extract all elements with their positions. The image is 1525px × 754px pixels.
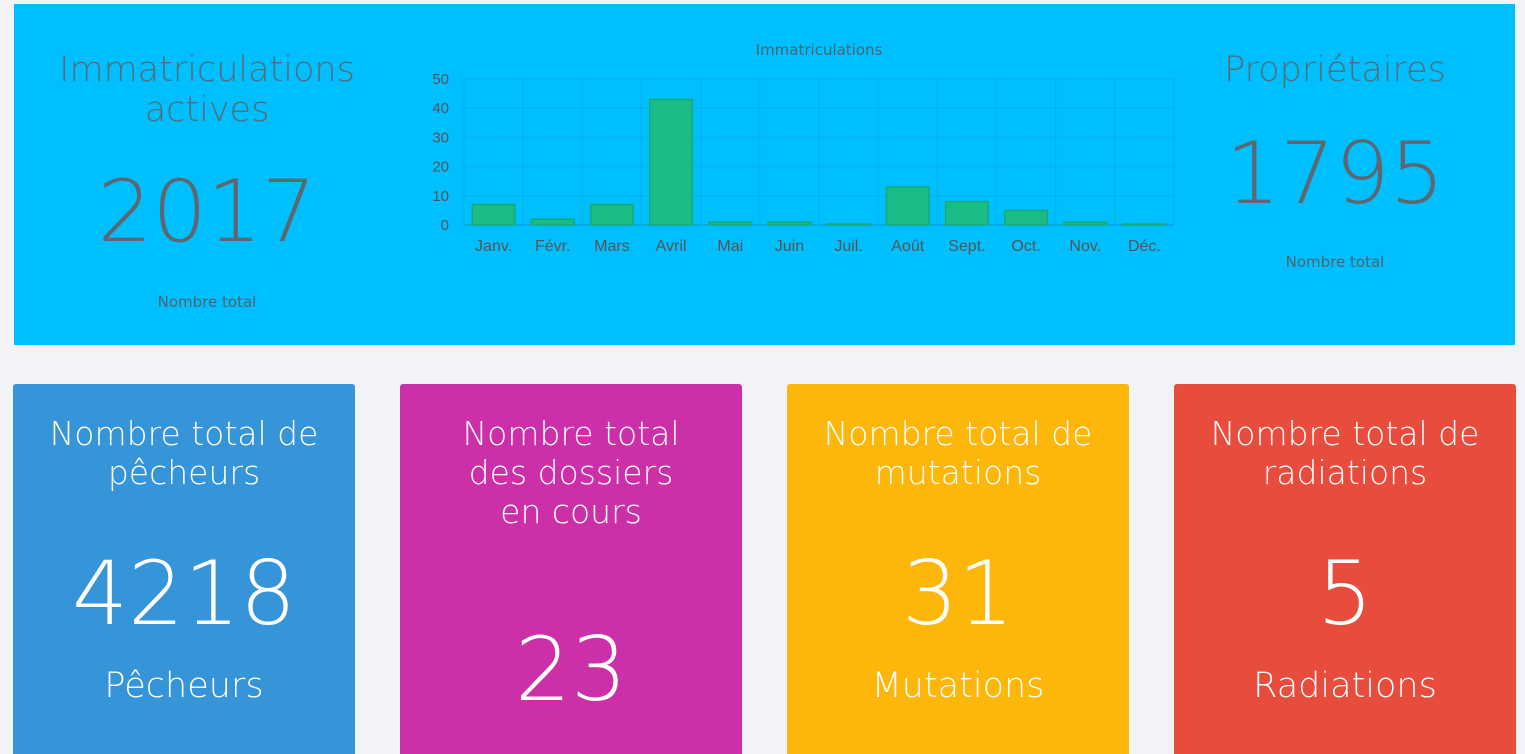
x-tick-label: Juil. <box>834 238 862 255</box>
bar <box>944 200 989 226</box>
radiations-card-title: Nombre total de radiations <box>1210 414 1480 492</box>
active-registrations-value: 2017 <box>97 162 317 262</box>
radiations-card[interactable]: Nombre total de radiations 5 Radiations <box>1174 384 1516 754</box>
fishers-card[interactable]: Nombre total de pêcheurs 4218 Pêcheurs <box>13 384 355 754</box>
bar <box>649 98 694 226</box>
owners-title: Propriétaires <box>1224 50 1446 90</box>
x-tick-label: Janv. <box>475 238 512 255</box>
bar <box>826 223 871 226</box>
x-tick-label: Août <box>891 238 924 255</box>
x-tick-label: Avril <box>656 238 687 255</box>
bar <box>589 203 634 226</box>
fishers-card-unit: Pêcheurs <box>104 666 264 706</box>
mutations-card[interactable]: Nombre total de mutations 31 Mutations <box>787 384 1129 754</box>
x-tick-label: Déc. <box>1128 238 1161 255</box>
x-tick-label: Nov. <box>1069 238 1101 255</box>
mutations-card-title: Nombre total de mutations <box>823 414 1093 492</box>
x-tick-label: Mai <box>717 238 743 255</box>
fishers-card-title: Nombre total de pêcheurs <box>49 414 319 492</box>
files-card-title: Nombre total des dossiers en cours <box>462 414 680 531</box>
y-tick-label: 10 <box>432 188 449 205</box>
bar <box>530 218 575 226</box>
bar <box>708 221 753 226</box>
y-tick-label: 20 <box>432 159 449 176</box>
chart-title: Immatriculations <box>756 41 883 59</box>
x-tick-label: Mars <box>594 238 630 255</box>
owners-value: 1795 <box>1225 124 1445 224</box>
mutations-card-value: 31 <box>902 542 1014 645</box>
y-tick-label: 50 <box>432 71 449 88</box>
top-panel: Immatriculations actives 2017 Nombre tot… <box>14 4 1515 345</box>
x-tick-label: Sept. <box>948 238 985 255</box>
bar <box>471 203 516 226</box>
radiations-card-value: 5 <box>1317 542 1373 645</box>
y-tick-label: 30 <box>432 129 449 146</box>
fishers-card-value: 4218 <box>72 542 296 645</box>
bar <box>767 221 812 226</box>
y-tick-label: 40 <box>432 100 449 117</box>
mutations-card-unit: Mutations <box>871 666 1045 706</box>
bar <box>1063 221 1108 226</box>
owners-stat: Propriétaires 1795 Nombre total <box>1192 50 1478 271</box>
active-registrations-title: Immatriculations actives <box>59 50 355 130</box>
bar <box>1004 209 1049 226</box>
x-tick-label: Juin <box>775 238 804 255</box>
bar <box>885 186 930 226</box>
owners-caption: Nombre total <box>1285 253 1385 271</box>
x-tick-label: Févr. <box>535 238 571 255</box>
y-tick-label: 0 <box>441 217 449 234</box>
active-registrations-stat: Immatriculations actives 2017 Nombre tot… <box>54 50 360 311</box>
radiations-card-unit: Radiations <box>1253 666 1437 706</box>
bar <box>1122 223 1167 226</box>
files-in-progress-card[interactable]: Nombre total des dossiers en cours 23 <box>400 384 742 754</box>
files-card-value: 23 <box>515 618 627 721</box>
registrations-bar-chart: Immatriculations 0 10 20 30 40 50 Janv. Févr. Mar… <box>432 41 1175 255</box>
x-tick-label: Oct. <box>1011 238 1040 255</box>
active-registrations-caption: Nombre total <box>157 293 257 311</box>
